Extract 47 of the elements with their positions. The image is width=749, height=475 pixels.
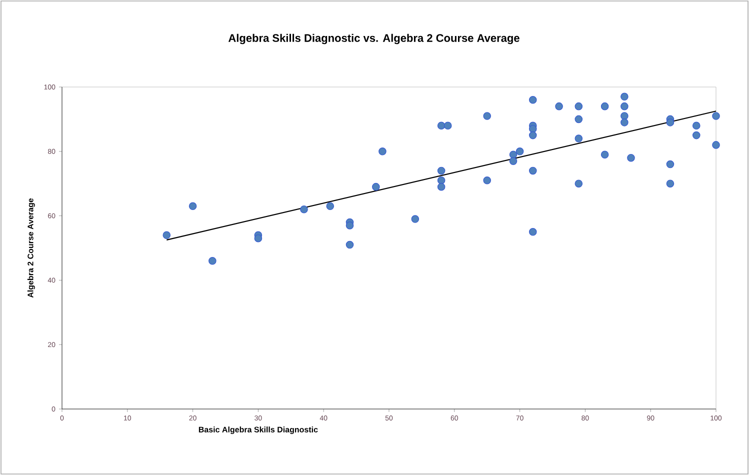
point	[162, 231, 171, 240]
point	[574, 102, 583, 110]
point	[528, 124, 537, 133]
point	[346, 222, 354, 230]
point	[437, 122, 446, 130]
point	[528, 96, 537, 104]
point	[326, 202, 334, 210]
y-axis-title: Algebra 2 Course Average	[27, 198, 35, 298]
point	[483, 112, 492, 120]
point	[620, 102, 628, 110]
x-axis-title: Basic Algebra Skills Diagnostic	[198, 426, 318, 434]
point	[483, 176, 492, 184]
point	[712, 112, 720, 120]
chart-title: Algebra Skills Diagnostic vs. Algebra 2 Course Average	[228, 34, 520, 44]
point	[300, 205, 308, 214]
point	[208, 256, 216, 265]
point	[555, 102, 563, 110]
point	[620, 118, 628, 126]
point	[666, 160, 674, 168]
point	[692, 122, 700, 130]
point	[437, 166, 446, 175]
point	[528, 166, 537, 175]
point	[620, 92, 628, 101]
point	[627, 154, 635, 162]
point	[574, 180, 583, 188]
point	[437, 176, 446, 184]
point	[372, 182, 380, 191]
point	[712, 141, 720, 149]
point	[666, 118, 674, 126]
point	[528, 131, 537, 140]
point	[620, 112, 628, 120]
point	[600, 102, 609, 110]
point	[528, 228, 537, 236]
point	[516, 148, 524, 156]
point	[444, 122, 452, 130]
point	[437, 182, 446, 191]
point	[574, 134, 583, 142]
point	[346, 240, 354, 249]
point	[666, 180, 674, 188]
point	[188, 202, 197, 210]
point	[509, 157, 518, 165]
point	[574, 115, 583, 124]
point	[600, 150, 609, 159]
point	[254, 234, 262, 242]
point	[378, 148, 386, 156]
point	[411, 215, 420, 223]
point	[692, 131, 700, 140]
